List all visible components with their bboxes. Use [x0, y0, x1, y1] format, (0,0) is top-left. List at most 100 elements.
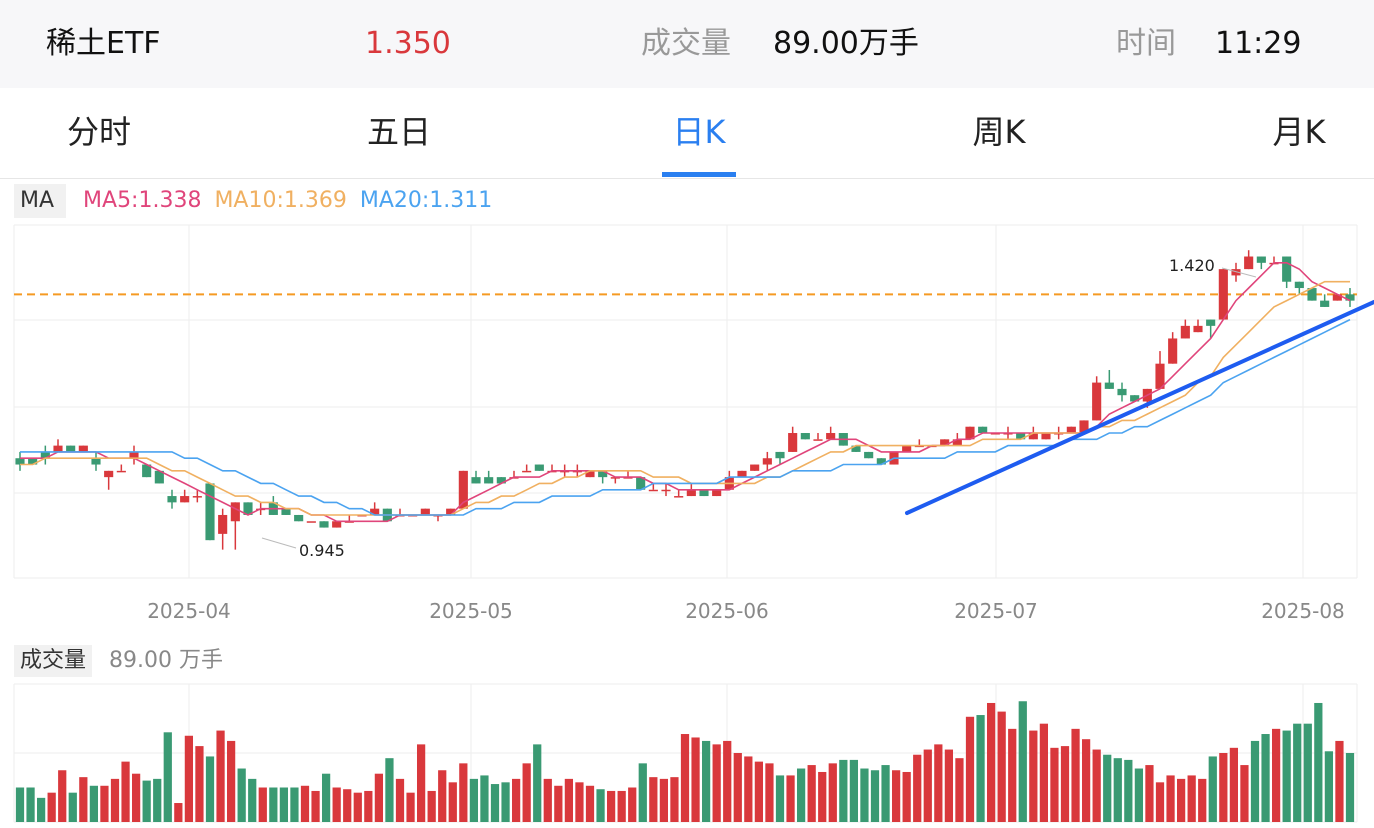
volume-bar [174, 803, 183, 822]
volume-bar [638, 763, 647, 822]
candle-body [788, 433, 798, 452]
ma-tag[interactable]: MA [14, 184, 67, 218]
volume-bar [511, 778, 521, 822]
tab-intraday[interactable]: 分时 [66, 113, 131, 151]
volume-bar [279, 787, 289, 822]
volume-bar [870, 770, 880, 822]
volume-bar [195, 746, 204, 822]
volume-bar [1198, 778, 1207, 822]
volume-bar [406, 792, 415, 822]
candle-body [332, 521, 342, 528]
volume-bar [1282, 730, 1291, 822]
volume-bar [934, 744, 943, 822]
volume-bar [1155, 782, 1165, 822]
candle-body [1180, 325, 1190, 339]
volume-tag[interactable]: 成交量 [14, 645, 93, 677]
candle-body [458, 470, 468, 509]
candle-body [192, 496, 202, 498]
volume-bar [1303, 723, 1312, 822]
volume-bar [775, 775, 785, 822]
tab-five-day[interactable]: 五日 [366, 113, 431, 151]
volume-bar [891, 770, 901, 822]
volume-bar [659, 778, 669, 822]
volume-bar [311, 790, 320, 822]
volume-bar [321, 773, 331, 822]
candle-body [53, 445, 63, 452]
volume-bar [744, 756, 753, 822]
volume-bar [564, 778, 574, 822]
volume-bar [923, 749, 932, 822]
volume-bar [902, 771, 911, 822]
volume-bar [26, 787, 35, 822]
ma10-value: MA10:1.369 [214, 188, 347, 213]
active-tab-indicator [662, 172, 736, 177]
volume-bar [712, 744, 721, 822]
volume-bar [1187, 775, 1196, 822]
volume-bar [1060, 746, 1070, 822]
volume-bar [459, 763, 468, 822]
volume-bar [849, 759, 859, 822]
candle-body [1092, 382, 1102, 421]
volume-bar [153, 778, 162, 822]
x-axis-tick-label: 2025-06 [685, 599, 769, 623]
candle-body [1332, 294, 1342, 301]
candle-body [104, 470, 114, 478]
candle-body [294, 514, 304, 522]
tab-weekly-k[interactable]: 周K [972, 113, 1026, 151]
x-axis-tick-label: 2025-04 [147, 599, 231, 623]
volume-bar [79, 777, 88, 822]
high-annotation-leader [1221, 267, 1257, 278]
volume-bar [1124, 759, 1133, 822]
volume-bar [522, 763, 531, 822]
trend-line [905, 300, 1374, 515]
candle-body [1320, 300, 1330, 307]
candle-body [1155, 363, 1165, 389]
volume-bar [427, 790, 436, 822]
candle-body [1079, 420, 1089, 434]
candle-body [1282, 256, 1292, 282]
volume-legend-value: 89.00 万手 [109, 648, 223, 673]
candle-body [230, 502, 240, 522]
tab-monthly-k[interactable]: 月K [1272, 113, 1326, 151]
candle-body [940, 439, 950, 446]
volume-bar [976, 715, 985, 822]
candle-body [1104, 382, 1114, 389]
candle-body [66, 445, 76, 452]
candle-body [1345, 294, 1355, 301]
candle-body [750, 464, 760, 471]
volume-bar [15, 787, 25, 822]
x-axis-tick-label: 2025-08 [1261, 599, 1345, 623]
ma5-line [20, 261, 1351, 523]
candle-body [167, 496, 177, 503]
candle-body [800, 433, 810, 440]
ma5-value: MA5:1.338 [83, 188, 202, 213]
candle-body [129, 451, 139, 459]
candle-body [1028, 433, 1038, 440]
candle-body [978, 426, 988, 434]
volume-bar [955, 758, 964, 822]
candle-body [864, 451, 874, 459]
volume-bar [733, 753, 742, 822]
candle-body [1218, 269, 1228, 320]
volume-bar [163, 732, 172, 822]
period-tabs: 分时 五日 日K 周K 月K [0, 88, 1374, 179]
volume-bar [1166, 775, 1175, 822]
volume-bar [469, 778, 479, 822]
volume-bar [1261, 734, 1270, 822]
volume-bar [1324, 751, 1334, 822]
volume-bar [1113, 758, 1122, 822]
candle-body [813, 439, 823, 441]
candle-body [1130, 395, 1140, 402]
volume-bar [110, 778, 120, 822]
low-price-label: 0.945 [299, 541, 345, 560]
candle-body [281, 508, 291, 515]
tab-daily-k[interactable]: 日K [672, 113, 726, 151]
candle-body [851, 445, 861, 452]
volume-bar [881, 765, 890, 822]
candle-body [91, 458, 101, 465]
high-price-label: 1.420 [1169, 256, 1215, 275]
volume-bar [1293, 723, 1302, 822]
candle-body [876, 458, 886, 465]
volume-bar [1103, 754, 1112, 822]
